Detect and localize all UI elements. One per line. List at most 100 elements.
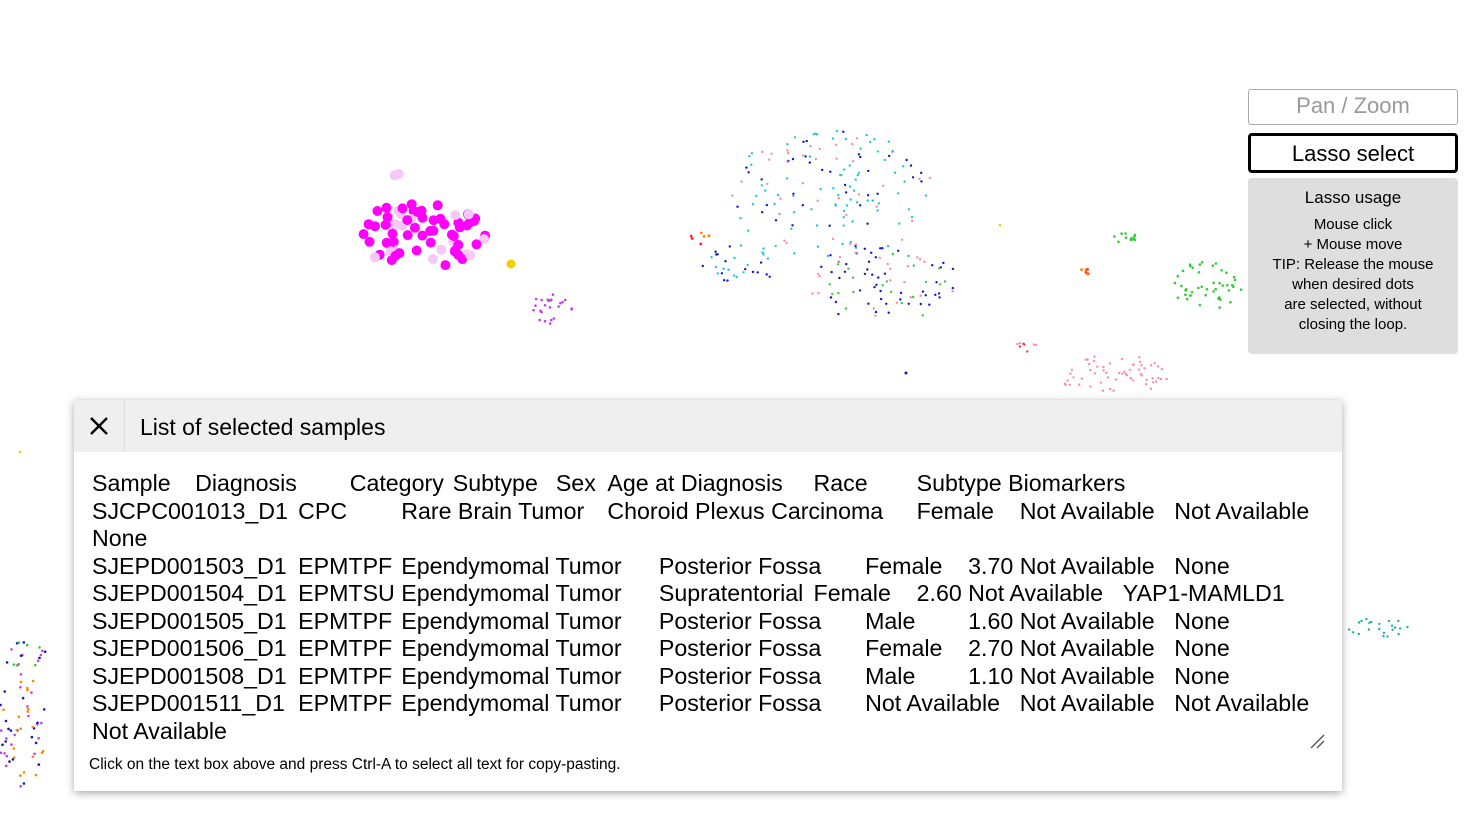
sample-dot [776,193,780,197]
sample-dot [1120,232,1123,235]
sample-dot [1212,290,1215,293]
sample-dot [891,252,894,256]
sample-dot [1393,626,1397,629]
sample-dot [406,199,417,210]
sample-dot [874,310,878,314]
sample-dot [924,294,927,297]
sample-dot [559,301,562,305]
sample-dot [1205,288,1209,291]
sample-dot [1239,288,1243,292]
sample-dot [1092,359,1096,363]
sample-dot [26,710,30,713]
sample-dot [931,264,934,267]
sample-dot [17,641,21,644]
sample-dot [918,177,921,181]
sample-dot [1391,628,1394,631]
sample-dot [1378,627,1381,631]
sample-dot [1227,289,1231,292]
sample-dot [1112,389,1115,392]
sample-dot [904,371,908,375]
close-button[interactable] [74,400,125,452]
sample-dot [801,182,804,185]
sample-dot [1159,377,1163,381]
sample-dot [1368,621,1371,625]
sample-dot [844,307,848,310]
sample-dot [1089,385,1092,388]
sample-dot [828,224,831,227]
sample-dot [816,245,820,248]
sample-dot [867,169,870,173]
sample-dot [12,663,16,666]
sample-dot [1102,365,1105,369]
sample-dot [935,281,938,284]
sample-dot [854,243,858,246]
sample-dot [550,318,553,322]
sample-dot [802,140,805,143]
sample-dot [852,290,855,294]
lasso-select-button[interactable]: Lasso select [1248,133,1458,173]
sample-dot [858,289,862,292]
sample-dot [1026,350,1029,353]
sample-dots[interactable] [0,129,1409,788]
sample-dot [1232,275,1236,279]
sample-dot [1034,343,1038,347]
sample-dot [1378,622,1381,626]
sample-dot [1018,342,1022,345]
sample-dot [842,209,846,213]
sample-dot [397,203,408,214]
sample-dot [937,292,941,295]
sample-dot [41,649,44,653]
sample-dot [726,279,729,282]
sample-dot [5,754,9,758]
sample-dot [903,180,906,183]
sample-dot [12,747,16,750]
sample-dot [1218,296,1221,300]
sample-dot [4,719,8,723]
lasso-usage-line: TIP: Release the mouse [1272,256,1434,273]
sample-dot [34,741,38,745]
sample-dot [849,198,852,201]
pan-zoom-button[interactable]: Pan / Zoom [1248,89,1458,125]
sample-dot [760,178,763,181]
sample-dot [7,727,10,731]
sample-dot [1189,294,1192,297]
sample-dot [1204,293,1207,297]
sample-dot [808,155,812,158]
sample-dot [818,274,821,278]
sample-dot [834,203,837,206]
sample-dot [866,199,869,202]
resize-grip-icon[interactable] [1309,733,1325,749]
sample-dot [793,136,797,139]
sample-dot [832,187,835,190]
sample-dot [1022,342,1025,345]
sample-dot [17,663,20,666]
sample-dot [866,194,870,197]
sample-dot [878,256,882,260]
sample-dot [1225,271,1228,275]
sample-dot [1397,632,1400,636]
sample-dot [814,157,818,161]
sample-dot [27,714,30,718]
sample-dot [778,212,781,216]
sample-dot [831,292,834,296]
sample-dot [15,728,19,732]
sample-dot [766,257,770,260]
samples-textarea[interactable]: Sample Diagnosis Category Subtype Sex Ag… [92,470,1310,744]
sample-dot [409,222,420,233]
sample-dot [854,178,857,181]
sample-dot [9,729,13,732]
sample-dot [761,150,764,154]
sample-dot [690,237,694,240]
sample-dot [879,297,883,301]
sample-dot [1197,271,1201,274]
sample-dot [873,138,876,141]
sample-dot [26,688,29,692]
sample-dot [766,182,769,185]
sample-dot [851,276,855,279]
sample-dot [848,185,852,188]
sample-dot [1200,261,1204,264]
sample-dot [900,301,903,305]
sample-dot [879,289,882,293]
sample-dot [701,264,704,268]
